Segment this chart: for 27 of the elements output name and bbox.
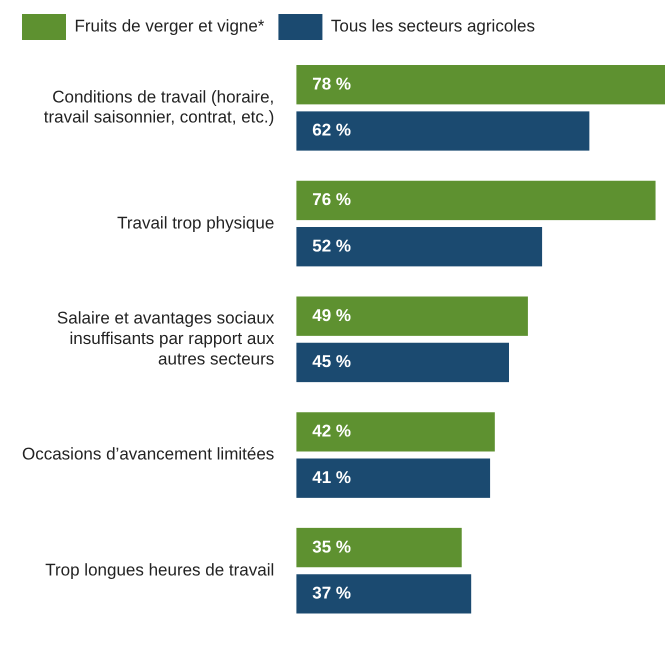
bar [296, 574, 472, 614]
bar [296, 65, 665, 104]
bar [296, 180, 656, 220]
data-label: 37 % [312, 584, 352, 603]
y-tick-label: Trop longues heures de travail [45, 560, 274, 580]
y-tick-label: Occasions d’avancement limitées [22, 444, 274, 464]
data-label: 42 % [312, 422, 352, 441]
bar [296, 227, 542, 266]
data-label: 41 % [312, 468, 352, 487]
bar [296, 412, 495, 452]
bar [296, 528, 462, 568]
data-label: 62 % [312, 120, 352, 140]
y-tick-label: Travail trop physique [117, 213, 274, 232]
y-tick-label: Salaire et avantages sociaux insuffisants par rapport aux autres secteurs [56, 308, 275, 368]
data-label: 76 % [312, 190, 352, 210]
data-label: 52 % [312, 236, 352, 256]
data-label: 49 % [312, 306, 352, 325]
data-label: 35 % [312, 537, 352, 556]
bar [296, 458, 490, 498]
legend-label: Fruits de verger et vigne* [74, 16, 265, 36]
data-label: 45 % [312, 352, 352, 372]
bar [296, 296, 528, 336]
bar [296, 342, 509, 382]
legend-label: Tous les secteurs agricoles [330, 16, 536, 36]
bar [296, 111, 590, 151]
y-tick-label: Conditions de travail (horaire, travail saisonnier, contrat, etc.) [44, 87, 274, 127]
data-label: 78 % [312, 74, 352, 94]
